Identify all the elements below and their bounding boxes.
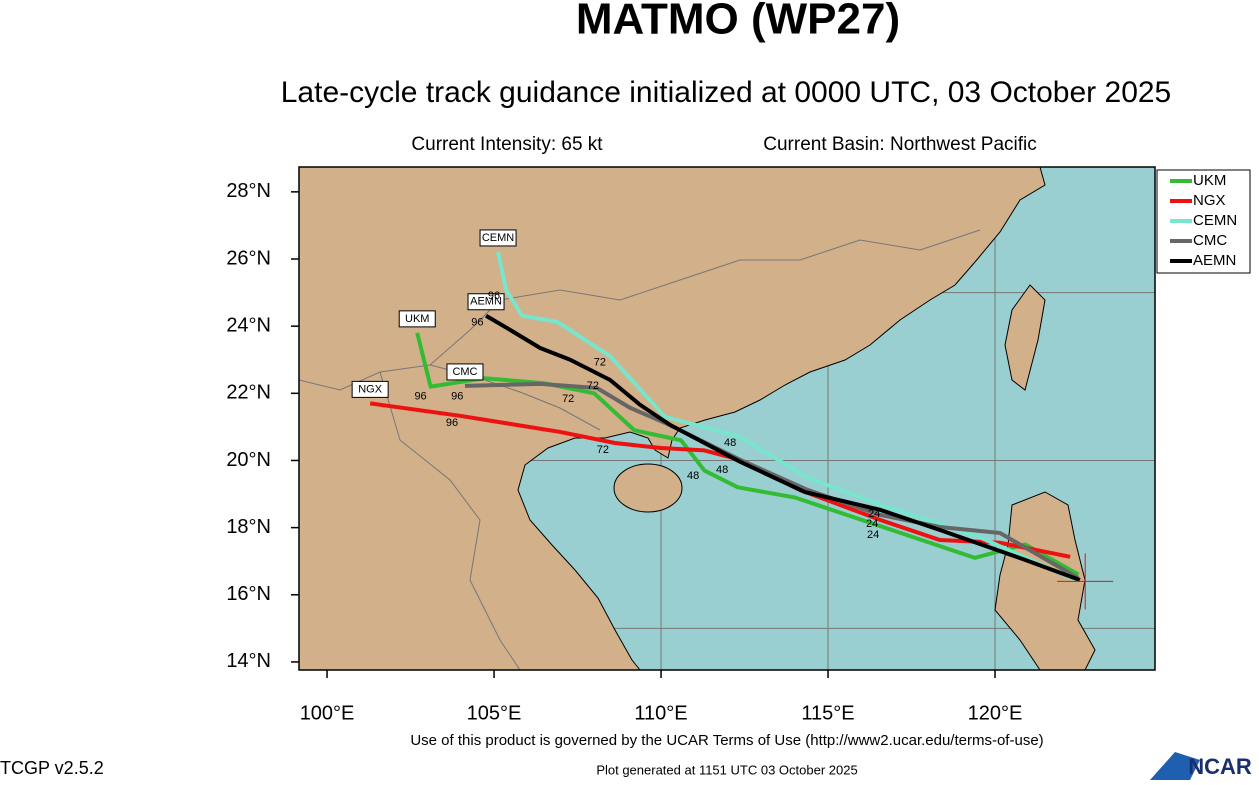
track-label-box	[398, 310, 436, 328]
y-tick-label: 22°N	[226, 382, 271, 404]
basin: Current Basin: Northwest Pacific	[763, 134, 1037, 155]
track-label: CMC	[452, 366, 477, 378]
hour-label: 48	[724, 437, 736, 449]
hour-label: 24	[867, 529, 879, 541]
hour-label: 72	[597, 444, 609, 456]
track-label-box	[467, 293, 505, 311]
y-tick-label: 24°N	[226, 314, 271, 336]
hour-label: 96	[488, 290, 500, 302]
y-tick-label: 28°N	[226, 180, 271, 202]
title: MATMO (WP27)	[576, 0, 900, 44]
hour-label: 96	[446, 417, 458, 429]
y-tick-label: 20°N	[226, 449, 271, 471]
intensity: Current Intensity: 65 kt	[411, 134, 603, 155]
subtitle: Late-cycle track guidance initialized at…	[281, 76, 1172, 109]
hour-label: 48	[716, 464, 728, 476]
y-tick-label: 14°N	[226, 650, 271, 672]
generated: Plot generated at 1151 UTC 03 October 20…	[596, 762, 857, 777]
track-line	[415, 332, 1080, 577]
x-tick-label: 100°E	[300, 702, 355, 724]
y-tick-label: 18°N	[226, 516, 271, 538]
track-line	[485, 314, 1081, 582]
legend-label: UKM	[1193, 172, 1226, 189]
track-label: CEMN	[482, 232, 514, 244]
legend-label: NGX	[1193, 192, 1226, 209]
y-tick-label: 16°N	[226, 583, 271, 605]
hour-label: 48	[687, 470, 699, 482]
hour-label: 96	[471, 317, 483, 329]
x-tick-label: 115°E	[801, 702, 854, 724]
hour-label: 72	[594, 357, 606, 369]
logo-mark	[1150, 752, 1200, 780]
track-label: AEMN	[470, 296, 502, 308]
legend-label: AEMN	[1193, 252, 1236, 269]
legend-entries: UKM NGX CEMN CMC AEMN	[1170, 172, 1237, 269]
track-label-box	[479, 229, 517, 247]
legend-label: CEMN	[1193, 212, 1237, 229]
version: TCGP v2.5.2	[0, 758, 104, 778]
logo: NCAR	[1188, 754, 1252, 779]
track-label: UKM	[405, 313, 429, 325]
x-tick-label: 120°E	[968, 702, 1023, 724]
x-tick-label: 105°E	[467, 702, 522, 724]
track-label-box	[351, 380, 389, 398]
land-hainan	[613, 463, 683, 513]
hour-label: 24	[868, 508, 880, 520]
terms: Use of this product is governed by the U…	[410, 732, 1043, 749]
land-taiwan	[1004, 284, 1046, 391]
legend-label: CMC	[1193, 232, 1227, 249]
border	[379, 371, 521, 670]
track-label: NGX	[358, 383, 383, 395]
y-tick-label: 26°N	[226, 247, 271, 269]
plot-frame	[298, 166, 1156, 671]
hour-label: 72	[587, 380, 599, 392]
track-label-box	[446, 363, 484, 381]
axes: 100°E 105°E 110°E 115°E 120°E 14°N 16°N 18°N 20°…	[226, 180, 1022, 724]
land-luzon	[994, 491, 1096, 670]
hour-label: 96	[414, 391, 426, 403]
track-line	[496, 251, 1076, 582]
hour-label: 96	[451, 391, 463, 403]
hour-label: 72	[562, 393, 574, 405]
hour-label: 24	[866, 518, 878, 530]
track-line	[369, 401, 1071, 559]
x-tick-label: 110°E	[634, 702, 687, 724]
